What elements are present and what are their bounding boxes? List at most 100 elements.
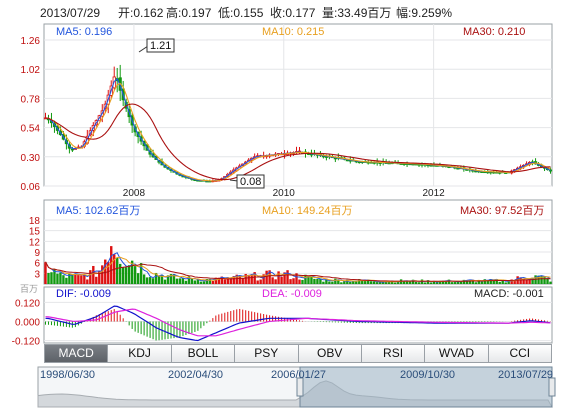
volume-bar [110, 246, 113, 284]
price-legend-ma30: MA30: 0.210 [463, 26, 525, 38]
volume-bar [83, 274, 86, 284]
price-y-tick: 1.26 [21, 36, 41, 47]
volume-bar [145, 277, 149, 284]
volume-bar [343, 281, 346, 284]
volume-bar [334, 278, 337, 284]
price-x-tick: 2010 [273, 188, 296, 199]
volume-bar [378, 282, 382, 284]
volume-bar [154, 272, 158, 284]
tab-kdj[interactable]: KDJ [108, 344, 172, 363]
volume-bar [349, 281, 352, 284]
volume-bar [387, 281, 391, 284]
volume-bar [136, 273, 140, 284]
volume-bar [265, 270, 268, 284]
volume-bar [199, 281, 203, 284]
macd-panel [43, 286, 553, 344]
volume-legend-ma10: MA10: 149.24百万 [262, 205, 353, 217]
tab-boll[interactable]: BOLL [171, 344, 236, 363]
volume-bar [373, 281, 376, 284]
volume-bar [393, 282, 397, 284]
header-low: 低:0.155 [218, 6, 264, 20]
volume-bar [86, 279, 89, 284]
volume-bar [205, 278, 209, 284]
volume-bar [283, 272, 286, 284]
volume-bar [426, 280, 430, 284]
volume-bar [414, 281, 418, 284]
volume-bar [130, 260, 134, 284]
volume-bar [71, 274, 74, 284]
volume-bar [301, 279, 304, 284]
volume-bar [447, 279, 451, 284]
volume-bar [187, 276, 191, 284]
volume-bar [325, 278, 328, 284]
navigator-date-label: 2002/04/30 [168, 369, 223, 381]
volume-bar [513, 280, 516, 284]
volume-bar [528, 279, 531, 284]
volume-y-tick: 3 [34, 269, 40, 280]
volume-bar [92, 265, 95, 284]
volume-bar [80, 275, 83, 284]
volume-unit-label: 百万 [20, 284, 38, 294]
volume-y-tick: 9 [34, 248, 40, 259]
volume-bar [471, 280, 475, 284]
volume-bar [223, 279, 226, 284]
volume-bar [423, 282, 427, 284]
indicator-tab-bar: MACD KDJ BOLL PSY OBV RSI WVAD CCI [44, 344, 552, 363]
volume-bar [241, 277, 244, 284]
volume-bar [89, 270, 92, 284]
macd-y-tick: -0.120 [12, 337, 41, 348]
volume-bar [244, 273, 247, 284]
tab-cci[interactable]: CCI [488, 344, 552, 363]
header-date: 2013/07/29 [40, 6, 100, 20]
volume-bar [429, 282, 433, 284]
tab-rsi[interactable]: RSI [361, 344, 426, 363]
volume-bar [537, 275, 540, 284]
price-series-ma10 [45, 82, 551, 182]
volume-legend-ma5: MA5: 102.62百万 [56, 205, 140, 217]
price-y-tick: 0.54 [21, 124, 41, 135]
volume-bar [181, 277, 185, 284]
volume-bar [163, 279, 167, 284]
volume-bar [139, 263, 143, 284]
volume-bar [214, 277, 218, 284]
volume-y-tick: 12 [29, 237, 41, 248]
volume-bar [175, 278, 179, 284]
volume-bar [361, 280, 364, 284]
navigator-handle-right[interactable] [548, 377, 556, 397]
volume-bar [238, 275, 241, 284]
volume-bar [259, 279, 262, 284]
tab-wvad[interactable]: WVAD [425, 344, 489, 363]
annotation-high-label: 1.21 [150, 40, 171, 52]
volume-bar [522, 278, 525, 284]
volume-bar [352, 281, 355, 284]
volume-bar [226, 277, 229, 284]
volume-bar [65, 277, 68, 284]
volume-bar [492, 280, 495, 284]
price-legend-ma10: MA10: 0.215 [262, 26, 324, 38]
volume-bar [540, 276, 543, 284]
volume-bar [549, 281, 552, 284]
volume-bar [74, 273, 77, 284]
volume-y-tick: 18 [29, 216, 41, 227]
volume-bar [375, 282, 379, 284]
volume-bar [104, 259, 107, 284]
navigator-selection[interactable] [299, 366, 553, 408]
volume-bar [477, 279, 480, 284]
navigator-handle-left[interactable] [296, 377, 304, 397]
tab-obv[interactable]: OBV [298, 344, 362, 363]
volume-y-tick: 6 [34, 259, 40, 270]
volume-bar [408, 280, 412, 284]
volume-bar [178, 278, 182, 284]
volume-bar [411, 279, 415, 284]
volume-bar [444, 281, 448, 284]
macd-series-dea [45, 308, 551, 337]
volume-legend-ma30: MA30: 97.52百万 [460, 205, 544, 217]
volume-bar [298, 279, 301, 284]
volume-bar [62, 275, 65, 284]
tab-psy[interactable]: PSY [235, 344, 299, 363]
macd-y-tick: 0.120 [15, 298, 40, 309]
volume-bar [292, 278, 295, 284]
volume-bar [253, 272, 256, 284]
macd-legend-macd: MACD: -0.001 [474, 288, 544, 300]
tab-macd[interactable]: MACD [44, 344, 109, 363]
